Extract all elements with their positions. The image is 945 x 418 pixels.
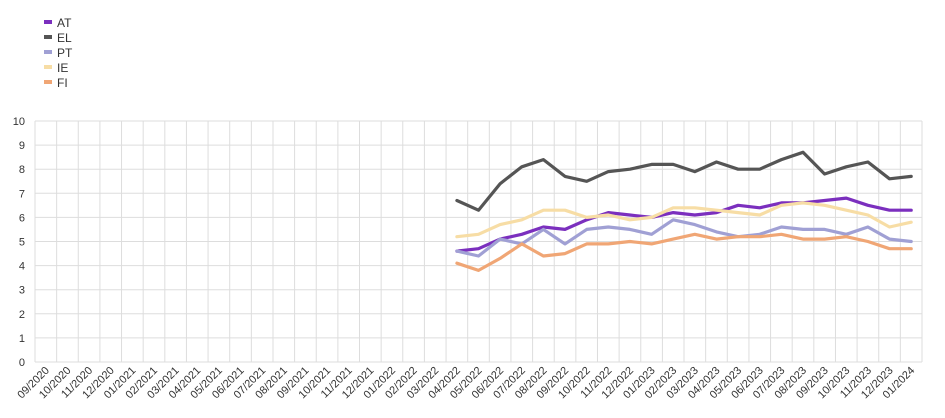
y-tick-label: 6 xyxy=(19,212,25,224)
legend-swatch-ie xyxy=(44,65,52,69)
legend-label-fi: FI xyxy=(57,76,68,90)
y-tick-label: 7 xyxy=(19,188,25,200)
y-tick-label: 4 xyxy=(19,261,25,273)
y-tick-label: 5 xyxy=(19,237,25,249)
legend-swatch-el xyxy=(44,35,52,39)
y-tick-label: 2 xyxy=(19,309,25,321)
legend-label-pt: PT xyxy=(57,46,73,60)
series-line-pt xyxy=(455,218,913,258)
grid xyxy=(34,120,923,363)
y-tick-label: 3 xyxy=(19,285,25,297)
series-line-fi xyxy=(455,232,913,272)
series-line-ie xyxy=(455,201,913,239)
y-tick-label: 9 xyxy=(19,140,25,152)
y-tick-label: 10 xyxy=(13,116,25,128)
series-line-el xyxy=(455,150,913,212)
y-tick-label: 8 xyxy=(19,164,25,176)
y-tick-label: 1 xyxy=(19,333,25,345)
legend-label-at: AT xyxy=(57,16,72,30)
y-tick-label: 0 xyxy=(19,357,25,369)
legend-swatch-fi xyxy=(44,80,52,84)
legend-label-ie: IE xyxy=(57,61,68,75)
x-axis-ticks: 09/202010/202011/202012/202001/202102/20… xyxy=(15,365,917,402)
y-axis-ticks: 0 1 2 3 4 5 6 7 8 9 10 xyxy=(13,116,25,369)
series-line-at xyxy=(455,196,913,253)
legend-label-el: EL xyxy=(57,31,72,45)
series-lines xyxy=(455,150,913,272)
legend-swatch-pt xyxy=(44,50,52,54)
legend-swatch-at xyxy=(44,20,52,24)
